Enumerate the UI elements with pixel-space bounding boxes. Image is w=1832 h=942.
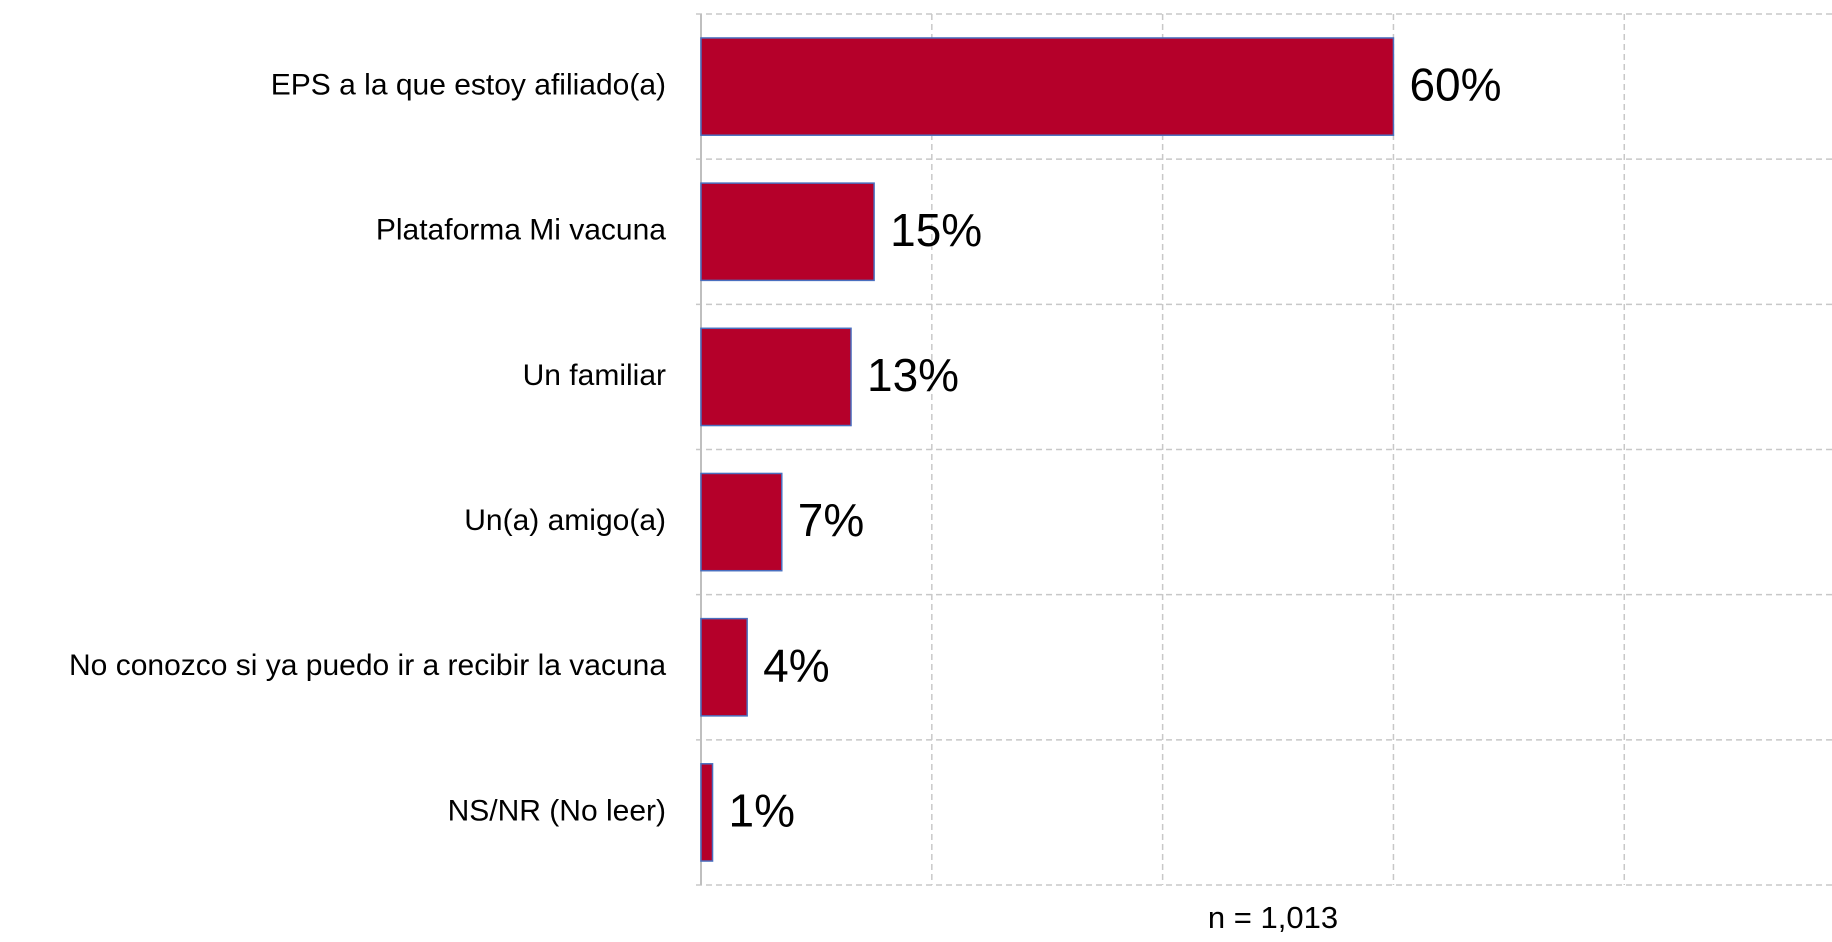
bar <box>700 327 852 427</box>
category-label: Plataforma Mi vacuna <box>376 214 666 247</box>
category-label: Un(a) amigo(a) <box>464 504 666 537</box>
value-label: 13% <box>867 349 959 401</box>
bar <box>700 763 714 862</box>
bar <box>700 472 783 572</box>
category-label: Un familiar <box>523 359 666 392</box>
bar <box>700 617 748 717</box>
value-label: 60% <box>1409 59 1501 111</box>
category-label: EPS a la que estoy afiliado(a) <box>271 69 666 102</box>
category-label: NS/NR (No leer) <box>448 794 666 827</box>
category-label: No conozco si ya puedo ir a recibir la v… <box>69 649 666 682</box>
value-label: 15% <box>890 204 982 256</box>
value-label: 1% <box>729 785 795 837</box>
bar <box>700 37 1395 136</box>
bar <box>700 182 875 282</box>
value-label: 4% <box>763 639 829 691</box>
sample-size-note: n = 1,013 <box>1208 900 1338 935</box>
value-label: 7% <box>798 494 864 546</box>
